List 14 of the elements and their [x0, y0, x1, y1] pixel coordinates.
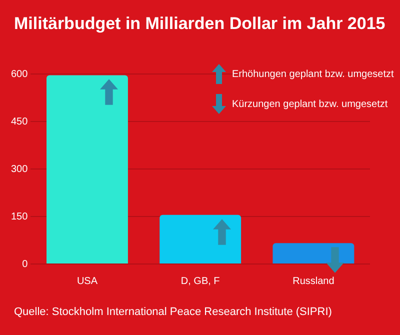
- chart-title: Militärbudget in Milliarden Dollar im Jahr 2015: [14, 14, 386, 34]
- bar: [160, 214, 242, 264]
- y-tick-label: 600: [10, 68, 28, 80]
- source-note: Quelle: Stockholm International Peace Research Institute (SIPRI): [14, 306, 332, 318]
- y-tick-label: 300: [10, 164, 28, 175]
- y-tick-label: 150: [10, 211, 28, 222]
- x-tick-label: Russland: [292, 276, 334, 287]
- x-tick-label: USA: [76, 276, 98, 287]
- y-tick-label: 450: [10, 116, 28, 128]
- x-tick-label: D, GB, F: [180, 276, 220, 287]
- annotation: Erhöhungen geplant bzw. umgesetzt: [232, 68, 394, 80]
- annotation: Kürzungen geplant bzw. umgesetzt: [232, 98, 388, 110]
- y-tick-label: 0: [22, 258, 28, 270]
- bar: [46, 75, 128, 264]
